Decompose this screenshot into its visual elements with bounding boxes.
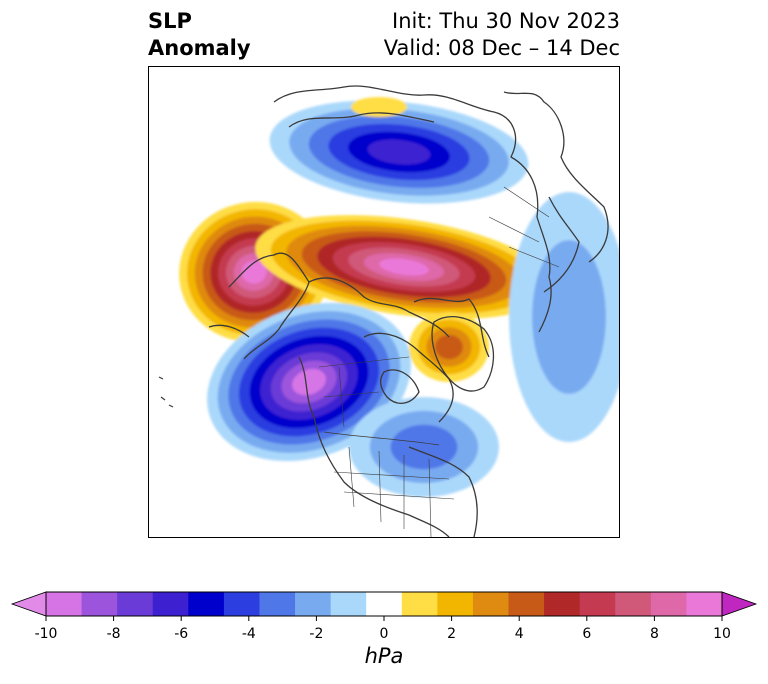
anomaly-blob (269, 100, 529, 204)
anomaly-contour (351, 97, 407, 117)
valid-range: Valid: 08 Dec – 14 Dec (383, 36, 620, 60)
colorbar-cell (259, 592, 296, 616)
title-variable: SLP (148, 9, 192, 33)
map-svg (158, 85, 619, 537)
anomaly-fields (179, 97, 619, 497)
colorbar-cell (223, 592, 260, 616)
anomaly-blob (509, 192, 619, 442)
colorbar-cell (81, 592, 118, 616)
anomaly-contour (390, 424, 458, 470)
anomaly-blob (255, 215, 553, 319)
colorbar-cell (437, 592, 474, 616)
colorbar-tick-label: -4 (242, 626, 256, 642)
colorbar-cell (330, 592, 367, 616)
anomaly-blob (349, 397, 499, 497)
colorbar-tick-label: 8 (650, 626, 659, 642)
title-right: Init: Thu 30 Nov 2023 Valid: 08 Dec – 14… (384, 8, 620, 62)
colorbar-tick-label: 6 (582, 626, 591, 642)
colorbar-cell (366, 592, 403, 616)
colorbar-tick-label: -2 (309, 626, 323, 642)
colorbar-cell (295, 592, 332, 616)
colorbar-cell (472, 592, 510, 616)
colorbar-ticks: -10 -8 -6 -4 -2 0 2 4 6 8 10 (35, 616, 731, 642)
colorbar: -10 -8 -6 -4 -2 0 2 4 6 8 10 (10, 591, 758, 642)
anomaly-contour (241, 260, 267, 284)
colorbar-tick-label: 0 (380, 626, 389, 642)
colorbar-cell (615, 592, 652, 616)
colorbar-cell (650, 592, 687, 616)
colorbar-cell (508, 592, 545, 616)
anomaly-contour (292, 368, 326, 396)
colorbar-cell (544, 592, 581, 616)
anomaly-contour (367, 139, 431, 165)
colorbar-cell (117, 592, 154, 616)
colorbar-under-arrow (10, 591, 47, 617)
colorbar-cell (188, 592, 225, 616)
colorbar-tick-label: -6 (174, 626, 188, 642)
colorbar-unit: hPa (364, 644, 404, 668)
colorbar-cell (152, 592, 189, 616)
colorbar-cell (579, 592, 616, 616)
anomaly-blob (351, 97, 407, 117)
anomaly-contour (532, 240, 606, 394)
colorbar-cell (686, 592, 723, 616)
anomaly-map (148, 66, 620, 538)
colorbar-cells (46, 592, 723, 616)
title-field: Anomaly (148, 36, 251, 60)
init-date: Init: Thu 30 Nov 2023 (392, 9, 620, 33)
colorbar-tick-label: -10 (35, 626, 58, 642)
colorbar-tick-label: 10 (713, 626, 731, 642)
colorbar-over-arrow (721, 591, 758, 617)
title-left: SLP Anomaly (148, 8, 251, 62)
anomaly-contour (435, 334, 463, 360)
anomaly-blob (409, 312, 489, 382)
colorbar-tick-label: 2 (447, 626, 456, 642)
colorbar-cell (46, 592, 83, 616)
coastlines (158, 85, 609, 537)
anomaly-contour (379, 258, 429, 276)
anomaly-blob (207, 302, 411, 462)
colorbar-tick-label: -8 (107, 626, 121, 642)
colorbar-cell (401, 592, 438, 616)
colorbar-tick-label: 4 (515, 626, 524, 642)
